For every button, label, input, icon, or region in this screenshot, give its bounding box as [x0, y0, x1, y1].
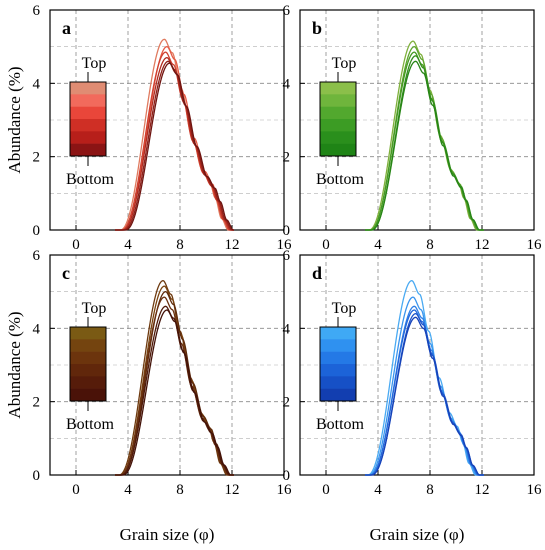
y-axis-label: Abundance (%) [5, 311, 24, 418]
y-tick-label: 4 [283, 321, 291, 337]
legend-swatch [320, 388, 356, 402]
plot-frame [299, 9, 535, 231]
y-tick-label: 4 [283, 76, 291, 92]
series-line [365, 316, 484, 476]
x-axis-label: Grain size (φ) [120, 525, 215, 544]
legend-swatch [70, 376, 106, 389]
legend-swatch [70, 143, 106, 157]
legend-top-label: Top [332, 300, 357, 317]
panel-d: 0 4 8 12 16 0 2 4 6 d Grain size (φ) Top Bottom [283, 248, 543, 544]
legend-swatch [70, 106, 106, 120]
x-tick-label: 0 [72, 482, 80, 498]
x-tick-label: 4 [124, 237, 132, 253]
y-tick-label: 6 [33, 3, 41, 19]
plot-frame [49, 254, 285, 476]
y-tick-label: 6 [283, 248, 291, 264]
y-tick-label: 0 [283, 223, 291, 239]
legend-top-label: Top [82, 300, 107, 317]
legend-swatch [320, 82, 356, 95]
panel-label: d [312, 263, 322, 283]
y-tick-label: 6 [283, 3, 291, 19]
legend-swatch [320, 119, 356, 132]
legend-swatch [70, 351, 106, 365]
x-tick-label: 16 [277, 237, 293, 253]
legend-swatch [70, 364, 106, 377]
legend-swatch [320, 364, 356, 377]
x-tick-label: 12 [225, 482, 240, 498]
y-tick-label: 4 [33, 321, 41, 337]
legend-swatch [70, 339, 106, 352]
x-tick-label: 16 [277, 482, 293, 498]
x-tick-label: 12 [225, 237, 240, 253]
x-tick-label: 4 [374, 237, 382, 253]
x-tick-label: 0 [322, 237, 330, 253]
y-axis-label: Abundance (%) [5, 66, 24, 173]
x-tick-label: 0 [72, 237, 80, 253]
legend-swatch [320, 131, 356, 144]
panel-label: b [312, 18, 322, 38]
legend-bottom-label: Bottom [66, 416, 115, 433]
panel-b: 0 4 8 12 16 0 2 4 6 b Top Bottom [283, 3, 543, 253]
y-tick-label: 4 [33, 76, 41, 92]
y-tick-label: 0 [283, 468, 291, 484]
y-tick-label: 2 [33, 395, 41, 411]
plot-frame [49, 9, 285, 231]
series-line [115, 305, 234, 476]
legend-swatch [70, 388, 106, 402]
legend-bottom-label: Bottom [316, 171, 365, 188]
legend-swatch [320, 376, 356, 389]
series-line [115, 38, 234, 231]
x-tick-label: 8 [426, 237, 434, 253]
legend-bottom-label: Bottom [316, 416, 365, 433]
series-line [115, 309, 234, 476]
legend-swatch [320, 143, 356, 157]
y-tick-label: 6 [33, 248, 41, 264]
series-line [115, 296, 234, 476]
y-tick-label: 0 [33, 223, 41, 239]
legend-swatch [70, 82, 106, 95]
x-tick-label: 12 [475, 237, 490, 253]
legend-top-label: Top [82, 55, 107, 72]
legend-swatch [70, 94, 106, 107]
legend-swatch [320, 339, 356, 352]
plot-frame [299, 254, 535, 476]
x-tick-label: 4 [374, 482, 382, 498]
legend-swatch [70, 131, 106, 144]
x-axis-label: Grain size (φ) [370, 525, 465, 544]
series-line [365, 60, 484, 231]
legend-bottom-label: Bottom [66, 171, 115, 188]
series-line [115, 51, 234, 231]
legend-swatch [320, 327, 356, 340]
legend-swatch [320, 94, 356, 107]
x-tick-label: 8 [176, 237, 184, 253]
series-line [115, 57, 234, 231]
x-tick-label: 0 [322, 482, 330, 498]
legend-swatch [320, 106, 356, 120]
y-tick-label: 2 [283, 150, 291, 166]
legend-swatch [320, 351, 356, 365]
x-tick-label: 12 [475, 482, 490, 498]
x-tick-label: 16 [527, 237, 543, 253]
x-tick-label: 8 [426, 482, 434, 498]
legend-swatch [70, 119, 106, 132]
x-tick-label: 4 [124, 482, 132, 498]
legend-top-label: Top [332, 55, 357, 72]
y-tick-label: 2 [33, 150, 41, 166]
x-tick-label: 16 [527, 482, 543, 498]
panel-label: c [62, 263, 70, 283]
y-tick-label: 0 [33, 468, 41, 484]
series-line [115, 62, 234, 231]
y-tick-label: 2 [283, 395, 291, 411]
panel-label: a [62, 18, 71, 38]
legend-swatch [70, 327, 106, 340]
x-tick-label: 8 [176, 482, 184, 498]
